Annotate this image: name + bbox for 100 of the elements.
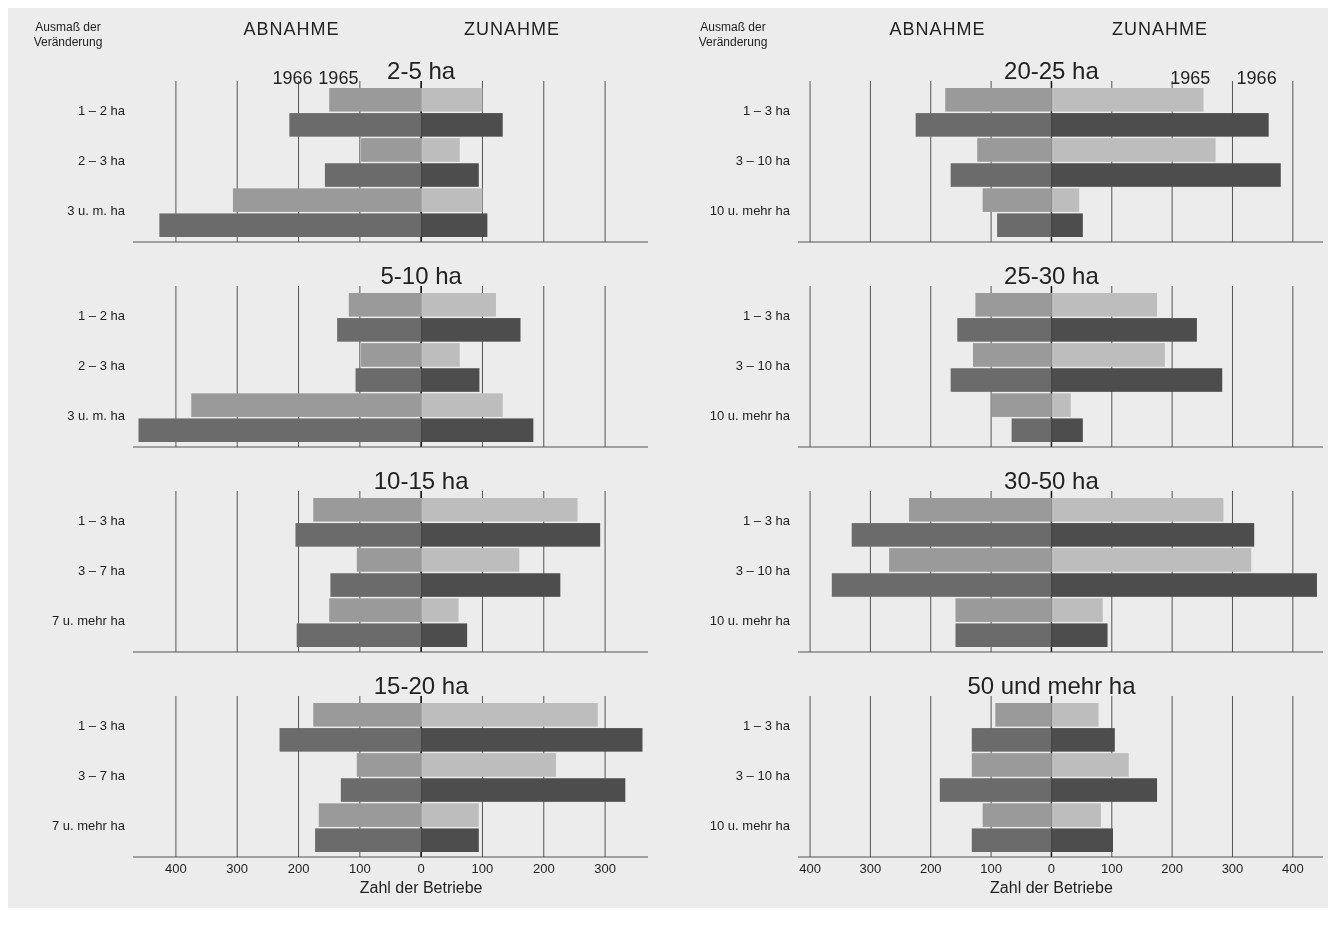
bar xyxy=(421,343,460,367)
bar xyxy=(330,573,422,597)
bar xyxy=(340,778,422,802)
bar xyxy=(356,548,422,572)
bar xyxy=(973,343,1052,367)
y-tick-label: 2 – 3 ha xyxy=(78,153,126,169)
y-tick-label: 10 u. mehr ha xyxy=(709,818,791,834)
y-tick-label: 1 – 3 ha xyxy=(78,718,126,734)
bar xyxy=(945,88,1052,112)
bar xyxy=(318,803,422,827)
y-tick-label: 3 u. m. ha xyxy=(67,408,126,424)
x-tick-label: 300 xyxy=(594,861,616,876)
bar xyxy=(421,803,479,827)
bar xyxy=(1051,343,1165,367)
bar xyxy=(950,368,1052,392)
bar xyxy=(421,548,520,572)
x-tick-label: 0 xyxy=(1047,861,1056,876)
y-tick-label: 3 – 7 ha xyxy=(78,768,126,784)
y-tick-label: 3 u. m. ha xyxy=(67,203,126,219)
chart-title: 20-25 ha xyxy=(1004,57,1100,84)
bar xyxy=(329,88,422,112)
text: Ausmaß der Veränderung xyxy=(33,20,103,49)
bar xyxy=(889,548,1052,572)
bar xyxy=(1051,623,1108,647)
y-tick-label: 10 u. mehr ha xyxy=(709,613,791,629)
bar xyxy=(361,138,422,162)
bar xyxy=(1051,498,1224,522)
y-tick-label: 3 – 7 ha xyxy=(78,563,126,579)
bar xyxy=(851,523,1052,547)
bar xyxy=(313,703,422,727)
bar xyxy=(991,393,1052,417)
bar xyxy=(1051,393,1071,417)
bar xyxy=(315,828,422,852)
chart-title: 15-20 ha xyxy=(373,672,470,699)
bar xyxy=(1051,753,1129,777)
x-tick-label: 400 xyxy=(1281,861,1304,876)
bar xyxy=(975,293,1052,317)
y-tick-label: 3 – 10 ha xyxy=(735,153,791,169)
bar xyxy=(355,368,422,392)
x-tick-label: 200 xyxy=(287,861,310,876)
x-tick-label: 0 xyxy=(417,861,425,876)
x-tick-label: 400 xyxy=(799,861,821,876)
chart-title: 30-50 ha xyxy=(1004,467,1100,494)
bar xyxy=(337,318,422,342)
bar xyxy=(421,393,503,417)
bar xyxy=(997,213,1052,237)
annotation: 1965 xyxy=(318,68,359,88)
bar xyxy=(329,598,422,622)
bar xyxy=(971,728,1052,752)
bar xyxy=(1051,138,1216,162)
bar xyxy=(138,418,422,442)
chart-title: 5-10 ha xyxy=(380,262,463,289)
bar xyxy=(995,703,1052,727)
bar xyxy=(950,163,1052,187)
chart-title: 2-5 ha xyxy=(387,57,456,84)
bar xyxy=(279,728,422,752)
bar xyxy=(1051,548,1252,572)
bar xyxy=(421,598,459,622)
bar xyxy=(957,318,1052,342)
text: ABNAHME xyxy=(243,19,340,39)
bar xyxy=(977,138,1052,162)
bar xyxy=(159,213,422,237)
annotation: 1966 xyxy=(272,68,313,88)
bar xyxy=(361,343,422,367)
text: ZUNAHME xyxy=(1112,19,1209,39)
x-tick-label: 100 xyxy=(980,861,1002,876)
bar xyxy=(421,293,496,317)
bar xyxy=(955,623,1052,647)
y-tick-label: 1 – 3 ha xyxy=(78,513,126,529)
bar xyxy=(421,88,483,112)
x-tick-label: 100 xyxy=(471,861,494,876)
y-tick-label: 1 – 2 ha xyxy=(78,308,126,324)
bar xyxy=(421,163,479,187)
y-tick-label: 3 – 10 ha xyxy=(735,768,791,784)
bar xyxy=(971,753,1052,777)
bar xyxy=(971,828,1052,852)
x-tick-label: 200 xyxy=(919,861,942,876)
y-tick-label: 7 u. mehr ha xyxy=(52,818,126,834)
bar xyxy=(421,188,483,212)
bar xyxy=(232,188,422,212)
text: ZUNAHME xyxy=(463,19,560,39)
bar xyxy=(955,598,1052,622)
annotation: 1965 xyxy=(1170,68,1211,88)
bar xyxy=(421,753,557,777)
bar xyxy=(289,113,422,137)
x-tick-label: 100 xyxy=(1100,861,1123,876)
y-tick-label: 3 – 10 ha xyxy=(735,563,791,579)
x-tick-label: 200 xyxy=(532,861,555,876)
bar xyxy=(1051,88,1204,112)
bar xyxy=(982,188,1052,212)
bar xyxy=(982,803,1052,827)
bar xyxy=(295,523,422,547)
bar xyxy=(915,113,1052,137)
y-tick-label: 1 – 3 ha xyxy=(743,308,791,324)
bar xyxy=(421,623,468,647)
bar xyxy=(296,623,422,647)
x-tick-label: 300 xyxy=(859,861,882,876)
y-tick-label: 1 – 3 ha xyxy=(743,513,791,529)
y-tick-label: 2 – 3 ha xyxy=(78,358,126,374)
y-tick-label: 3 – 10 ha xyxy=(735,358,791,374)
